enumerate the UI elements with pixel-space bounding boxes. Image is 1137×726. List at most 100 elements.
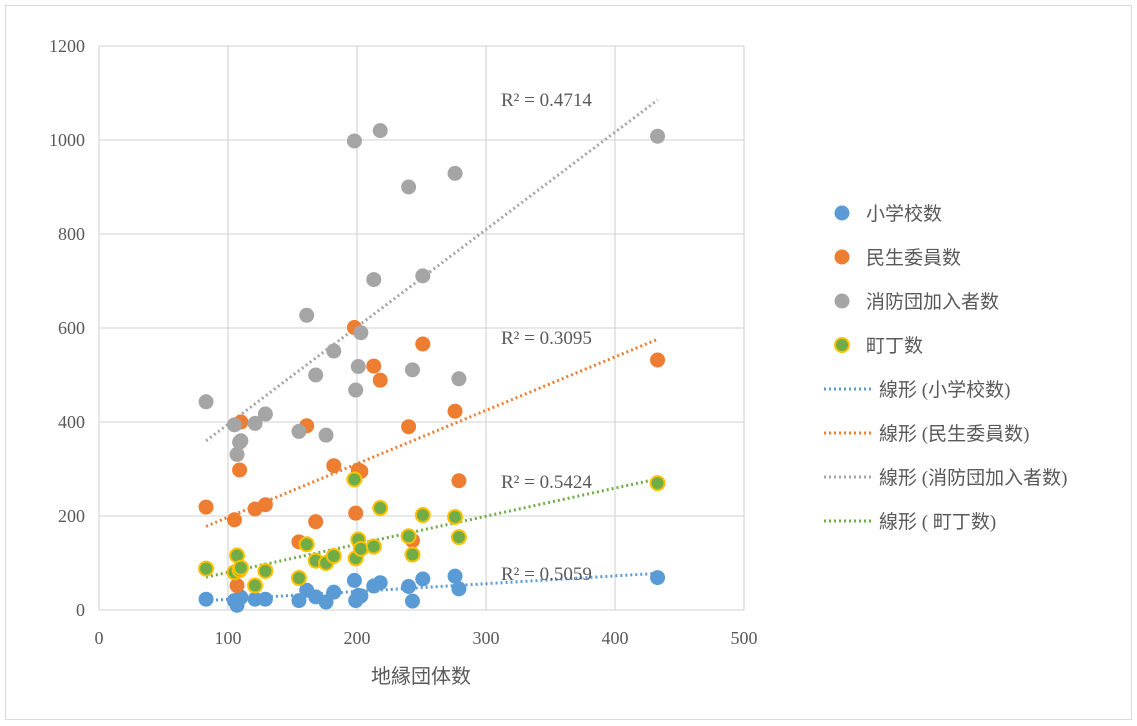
- data-points: [198, 123, 666, 613]
- data-point: [229, 446, 245, 462]
- data-point: [415, 571, 431, 587]
- data-point: [226, 417, 242, 433]
- legend-marker: [834, 249, 850, 265]
- axes: 0 200 400 600 800 1000 1200 0 100 200 300 400 500: [49, 36, 758, 648]
- gridlines: [98, 45, 745, 611]
- r-squared-label: R² = 0.3095: [501, 328, 592, 349]
- data-point: [318, 594, 334, 610]
- trendline-0: [205, 571, 658, 603]
- x-tick-label: 500: [731, 628, 758, 648]
- data-point: [290, 570, 307, 587]
- y-tick-label: 0: [76, 600, 85, 620]
- data-point: [650, 128, 666, 144]
- data-point: [198, 591, 214, 607]
- data-point: [372, 372, 388, 388]
- x-tick-label: 300: [473, 628, 500, 648]
- y-tick-label: 400: [58, 412, 85, 432]
- data-point: [401, 579, 417, 594]
- data-point: [308, 367, 324, 383]
- data-point: [247, 415, 263, 431]
- data-point: [308, 514, 324, 530]
- data-point: [414, 507, 431, 524]
- data-point: [232, 462, 248, 478]
- data-point: [326, 343, 342, 359]
- trendline-2: [205, 98, 659, 442]
- legend-entry: 民生委員数: [866, 247, 961, 269]
- data-point: [233, 433, 249, 449]
- data-point: [353, 325, 369, 341]
- legend-entry: 線形 (消防団加入者数): [879, 467, 1067, 489]
- data-point: [346, 133, 362, 149]
- data-point: [247, 577, 264, 594]
- data-point: [447, 165, 463, 181]
- r-squared-label: R² = 0.5424: [501, 472, 592, 493]
- data-point: [299, 307, 315, 323]
- data-point: [650, 570, 666, 586]
- legend-entry: 消防団加入者数: [866, 291, 999, 313]
- data-point: [649, 475, 666, 492]
- legend-marker: [834, 205, 850, 221]
- data-point: [348, 382, 364, 398]
- x-axis-title: 地縁団体数: [371, 665, 471, 688]
- y-tick-label: 1200: [49, 36, 85, 56]
- data-point: [198, 499, 214, 515]
- data-point: [257, 562, 274, 579]
- data-point: [447, 508, 464, 525]
- x-tick-label: 400: [602, 628, 629, 648]
- chart-frame: 0 200 400 600 800 1000 1200 0 100 200 300 400 500 R²…: [5, 5, 1132, 720]
- data-point: [326, 584, 342, 600]
- legend-marker: [834, 293, 850, 309]
- data-point: [326, 458, 342, 474]
- data-point: [325, 547, 342, 564]
- data-point: [348, 505, 364, 521]
- x-tick-label: 0: [95, 628, 104, 648]
- data-point: [451, 371, 467, 387]
- data-point: [298, 536, 315, 553]
- r-squared-labels: R² = 0.5059 R² = 0.3095 R² = 0.4714 R² = 0.…: [501, 90, 592, 585]
- data-point: [401, 419, 417, 435]
- y-tick-label: 200: [58, 506, 85, 526]
- data-point: [346, 572, 362, 588]
- data-point: [350, 359, 366, 375]
- data-point: [372, 123, 388, 139]
- y-tick-label: 1000: [49, 130, 85, 150]
- data-point: [257, 406, 273, 422]
- y-tick-label: 800: [58, 224, 85, 244]
- data-point: [447, 403, 463, 419]
- data-point: [404, 546, 421, 563]
- data-point: [198, 560, 215, 577]
- data-point: [291, 423, 307, 439]
- data-point: [400, 528, 417, 545]
- data-point: [450, 529, 467, 546]
- data-point: [291, 593, 307, 609]
- data-point: [229, 578, 245, 594]
- r-squared-label: R² = 0.4714: [501, 90, 592, 111]
- data-point: [650, 352, 666, 368]
- x-tick-label: 100: [215, 628, 242, 648]
- data-point: [366, 272, 382, 288]
- data-point: [226, 512, 242, 528]
- data-point: [372, 500, 389, 517]
- legend-entry: 線形 ( 町丁数): [879, 511, 996, 533]
- r-squared-label: R² = 0.5059: [501, 564, 592, 585]
- data-point: [257, 591, 273, 607]
- data-point: [232, 559, 249, 576]
- data-point: [401, 179, 417, 195]
- data-point: [318, 427, 334, 443]
- trendlines: [205, 98, 659, 603]
- data-point: [346, 471, 363, 488]
- trendline-3: [205, 477, 658, 579]
- legend-marker: [834, 337, 850, 353]
- data-point: [366, 358, 382, 374]
- data-point: [451, 473, 467, 489]
- data-point: [198, 394, 214, 410]
- data-point: [451, 581, 467, 597]
- legend-entry: 線形 (小学校数): [879, 379, 1010, 401]
- y-tick-label: 600: [58, 318, 85, 338]
- data-point: [372, 575, 388, 591]
- scatter-chart: 0 200 400 600 800 1000 1200 0 100 200 300 400 500 R²…: [49, 36, 1067, 688]
- data-point: [257, 497, 273, 513]
- legend-entry: 線形 (民生委員数): [879, 423, 1029, 445]
- data-point: [404, 593, 420, 609]
